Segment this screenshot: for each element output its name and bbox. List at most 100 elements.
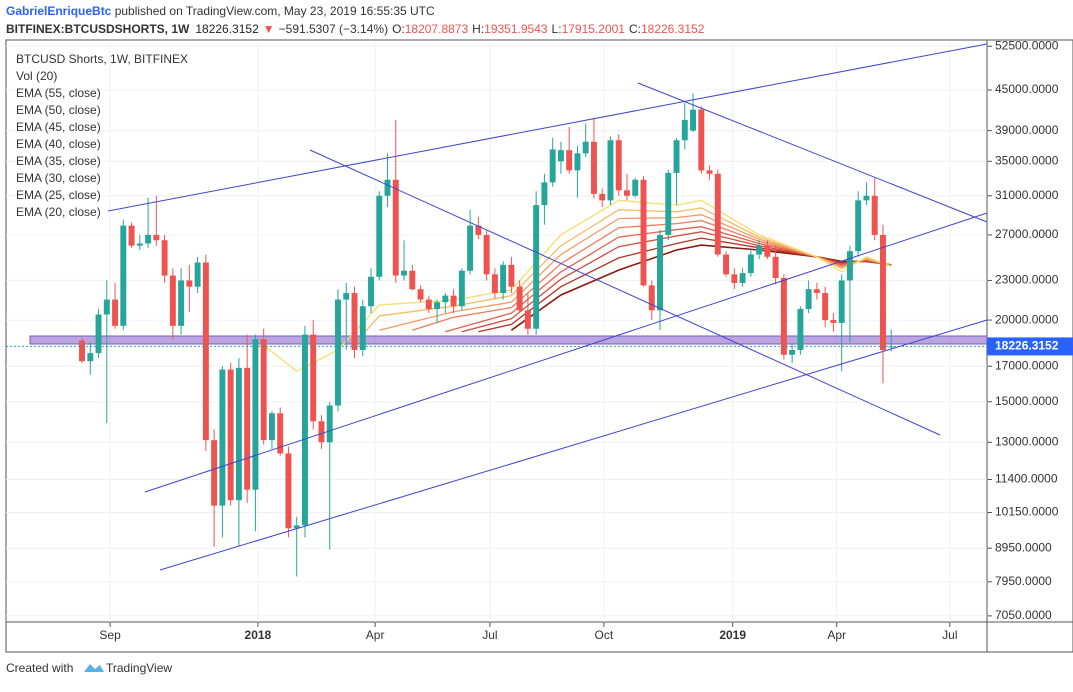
candle-body (359, 306, 366, 350)
candle-body (756, 245, 763, 255)
candle-body (376, 195, 383, 277)
candle-body (764, 245, 771, 257)
candle-body (434, 302, 441, 309)
candle-body (169, 275, 176, 326)
header-line: GabrielEnriqueBtc published on TradingVi… (6, 4, 435, 18)
y-tick-label: 20000.0000 (995, 312, 1059, 326)
candle-body (318, 421, 325, 443)
candle-body (640, 179, 647, 286)
candle-body (690, 109, 697, 131)
c-value: 18226.3152 (641, 22, 705, 36)
author[interactable]: GabrielEnriqueBtc (6, 4, 112, 18)
candle-body (714, 173, 721, 255)
h-value: 19351.9543 (484, 22, 548, 36)
candle-body (417, 289, 424, 300)
candle-body (442, 295, 449, 303)
y-tick-label: 8950.0000 (995, 540, 1052, 554)
x-tick-label: Apr (827, 628, 846, 642)
candle-body (450, 295, 457, 307)
candle-body (425, 299, 432, 309)
trendline[interactable] (309, 149, 941, 436)
candle-body (723, 254, 730, 275)
candle-body (524, 310, 531, 329)
o-value: 18207.8873 (405, 22, 469, 36)
candle-body (780, 277, 787, 355)
candle-body (136, 243, 143, 246)
candle-body (731, 274, 738, 283)
candle-body (326, 405, 333, 443)
trendline[interactable] (144, 212, 988, 493)
x-tick-label: Apr (366, 628, 385, 642)
candle-body (879, 234, 886, 350)
axes: 52500.0000 45000.0000 39000.0000 35000.0000… (99, 38, 1073, 642)
candle-body (211, 440, 218, 506)
candle-body (260, 339, 267, 441)
trendline[interactable] (159, 319, 988, 571)
candle-body (368, 276, 374, 307)
y-tick-label: 23000.0000 (995, 273, 1059, 287)
trendline[interactable] (637, 82, 988, 223)
x-tick-label: Jul (942, 628, 957, 642)
candle-body (458, 270, 465, 307)
candle-body (871, 195, 878, 235)
footer-created: Created with (6, 661, 73, 675)
candle-body (227, 369, 234, 501)
c-label: C: (629, 22, 641, 36)
candle-body (310, 334, 317, 422)
candle-body (508, 264, 515, 287)
candle-body (533, 205, 540, 329)
candle-body (252, 339, 259, 490)
support-band[interactable] (29, 335, 988, 345)
candle-body (838, 280, 845, 323)
candle-body (277, 413, 284, 454)
candle-body (500, 264, 507, 294)
candle-body (698, 109, 705, 171)
chart-title: BTCUSD Shorts, 1W, BITFINEX (16, 52, 188, 66)
quote-line: BITFINEX:BTCUSDSHORTS, 1W 18226.3152 ▼ −591… (6, 22, 705, 36)
y-tick-label: 7950.0000 (995, 574, 1052, 588)
candle-body (805, 289, 812, 309)
candle-body (673, 140, 680, 173)
legend-entry: EMA (30, close) (16, 171, 101, 185)
last-price: 18226.3152 (195, 22, 259, 36)
candle-body (855, 200, 862, 252)
legend-entry: EMA (55, close) (16, 86, 101, 100)
candle-body (846, 251, 853, 281)
y-tick-label: 39000.0000 (995, 123, 1059, 137)
volume-label: Vol (20) (16, 69, 57, 83)
y-tick-label: 52500.0000 (995, 38, 1059, 52)
o-label: O: (392, 22, 405, 36)
symbol: BITFINEX:BTCUSDSHORTS, 1W (6, 22, 190, 36)
candle-body (244, 367, 251, 490)
y-tick-label: 45000.0000 (995, 82, 1059, 96)
last-price-label: 18226.3152 (995, 339, 1059, 353)
candle-body (161, 240, 168, 276)
candle-body (574, 153, 581, 171)
legend-entry: EMA (40, close) (16, 137, 101, 151)
candle-body (219, 369, 226, 506)
y-tick-label: 11400.0000 (995, 472, 1058, 486)
footer-brand[interactable]: TradingView (106, 661, 172, 675)
candle-body (409, 270, 416, 290)
candle-body (541, 182, 548, 206)
candle-body (95, 314, 102, 354)
candle-body (624, 190, 630, 196)
candle-body (632, 179, 639, 196)
trendline[interactable] (107, 43, 988, 212)
legend-entry: EMA (35, close) (16, 154, 101, 168)
candle-body (739, 273, 746, 283)
candle-body (335, 299, 341, 406)
candle-body (392, 179, 399, 276)
candle-body (681, 119, 688, 141)
candle-body (566, 150, 573, 171)
candle-body (830, 320, 837, 323)
candle-body (145, 234, 152, 244)
candle-body (87, 353, 94, 362)
candle-body (549, 149, 556, 183)
candle-body (120, 225, 127, 326)
h-label: H: (472, 22, 484, 36)
candle-body (153, 234, 160, 241)
candle-body (194, 262, 201, 287)
x-tick-label: 2018 (245, 628, 272, 642)
